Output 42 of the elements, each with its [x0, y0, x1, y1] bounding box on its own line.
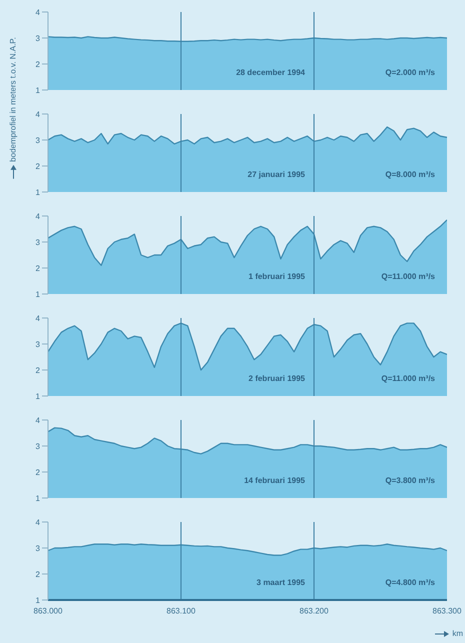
- y-tick-label: 3: [36, 340, 41, 349]
- annotation: Q=4.800 m³/s: [385, 578, 435, 587]
- y-tick-label: 3: [36, 442, 41, 451]
- y-tick-label: 4: [36, 416, 41, 425]
- y-tick-label: 2: [36, 264, 41, 273]
- y-tick-label: 2: [36, 468, 41, 477]
- x-tick-label: 863.000: [34, 606, 64, 616]
- annotation: 28 december 1994: [236, 68, 305, 77]
- y-tick-label: 4: [36, 518, 41, 527]
- x-tick-label: 863.300: [432, 606, 462, 616]
- y-tick-label: 2: [36, 570, 41, 579]
- y-tick-label: 3: [36, 34, 41, 43]
- y-tick-label: 1: [36, 596, 41, 605]
- annotation: Q=8.000 m³/s: [385, 170, 435, 179]
- annotation: Q=2.000 m³/s: [385, 68, 435, 77]
- x-tick-label: 863.200: [300, 606, 330, 616]
- y-tick-label: 4: [36, 8, 41, 17]
- y-tick-label: 1: [36, 494, 41, 503]
- x-axis-title: km: [452, 629, 463, 638]
- annotation: 1 februari 1995: [248, 272, 305, 281]
- y-tick-label: 4: [36, 212, 41, 221]
- y-tick-label: 2: [36, 60, 41, 69]
- y-tick-label: 2: [36, 366, 41, 375]
- y-tick-label: 2: [36, 162, 41, 171]
- y-tick-label: 1: [36, 392, 41, 401]
- y-tick-label: 1: [36, 86, 41, 95]
- y-tick-label: 3: [36, 544, 41, 553]
- y-tick-label: 3: [36, 238, 41, 247]
- y-axis-title: bodemprofiel in meters t.o.v. N.A.P.: [8, 37, 18, 162]
- annotation: Q=11.000 m³/s: [381, 374, 435, 383]
- annotation: Q=3.800 m³/s: [385, 476, 435, 485]
- annotation: 27 januari 1995: [248, 170, 305, 179]
- y-tick-label: 1: [36, 290, 41, 299]
- annotation: 2 februari 1995: [248, 374, 305, 383]
- y-tick-label: 4: [36, 110, 41, 119]
- y-tick-label: 3: [36, 136, 41, 145]
- annotation: 3 maart 1995: [256, 578, 305, 587]
- x-tick-label: 863.100: [166, 606, 196, 616]
- y-tick-label: 4: [36, 314, 41, 323]
- annotation: Q=11.000 m³/s: [381, 272, 435, 281]
- annotation: 14 februari 1995: [244, 476, 305, 485]
- y-tick-label: 1: [36, 188, 41, 197]
